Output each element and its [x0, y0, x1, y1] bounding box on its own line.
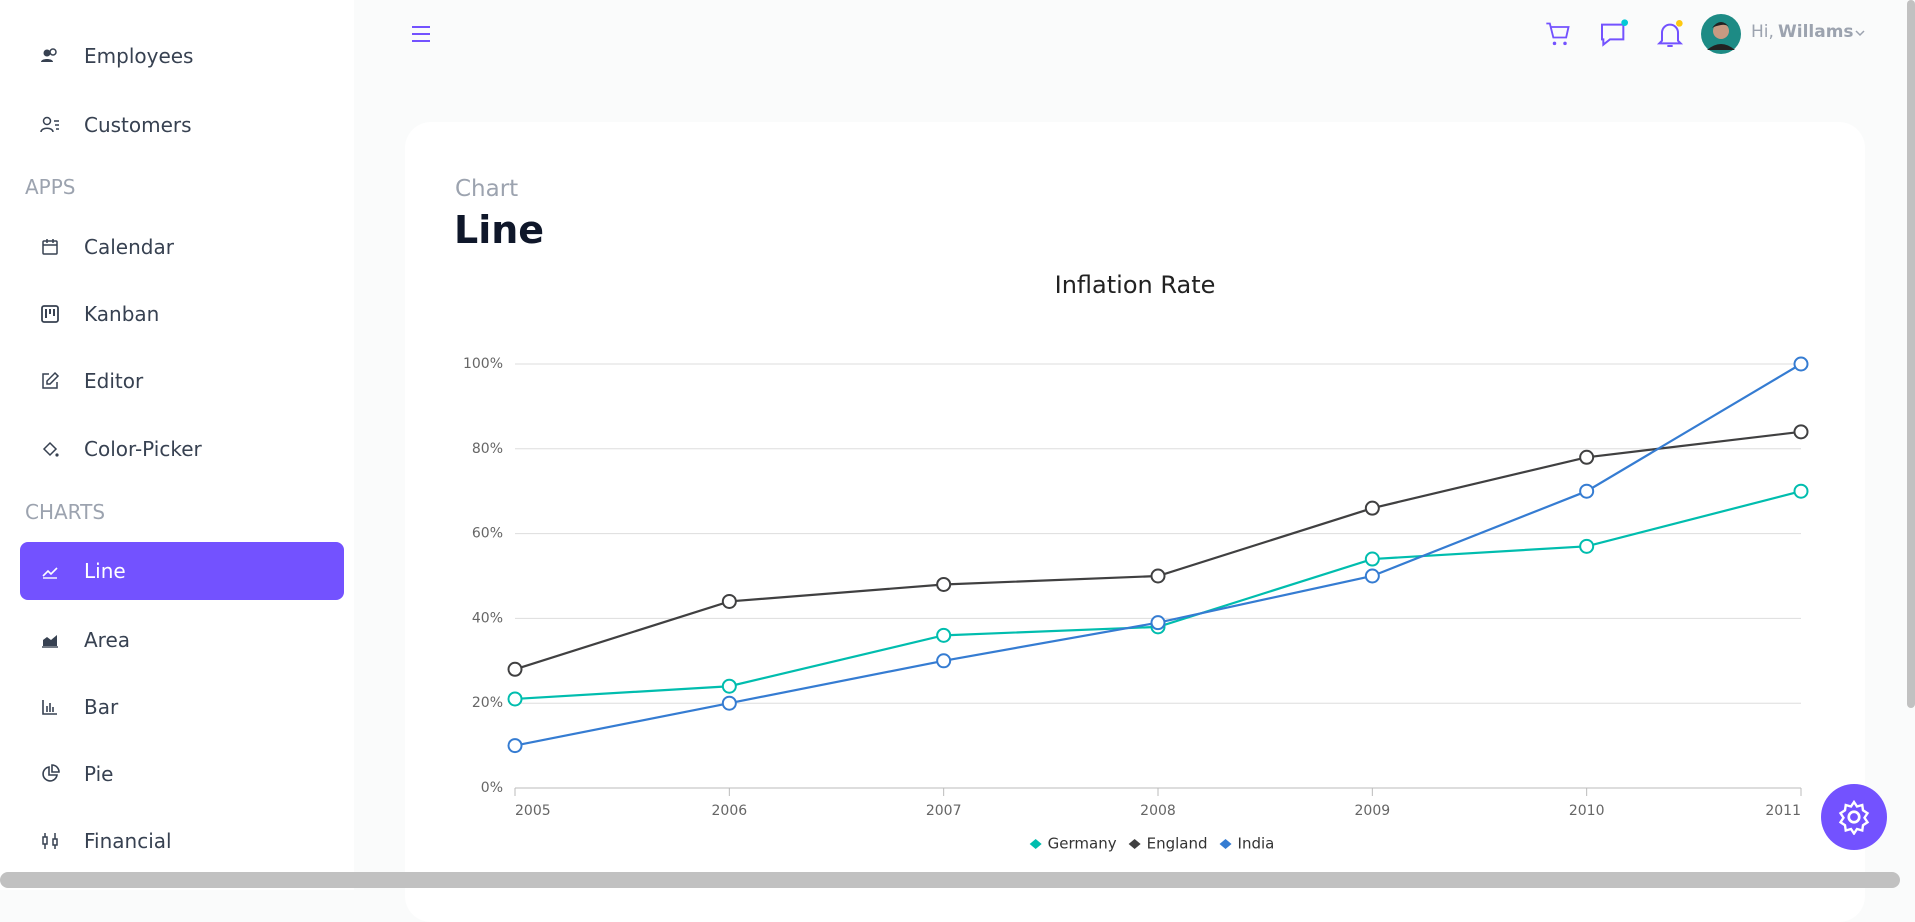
nav-item[interactable]: Kanban	[20, 285, 344, 343]
nav-item[interactable]: Customers	[20, 96, 344, 154]
nav-label: Customers	[84, 113, 192, 137]
greeting: Hi,	[1751, 22, 1774, 42]
section-title: CHARTS	[25, 500, 106, 524]
nav-label: Editor	[84, 369, 144, 393]
nav-label: Employees	[84, 44, 194, 68]
cart-button[interactable]	[1544, 20, 1572, 48]
nav-item[interactable]: Calendar	[20, 218, 344, 276]
icon	[40, 116, 59, 133]
nav-label: Area	[84, 628, 131, 652]
page-category: Chart	[455, 176, 519, 202]
nav-item[interactable]: Editor	[20, 352, 344, 410]
icon	[42, 700, 57, 715]
main: Hi, Willams Chart Line	[354, 0, 1905, 922]
nav-label: Pie	[84, 762, 114, 786]
nav-item-active[interactable]: Line	[20, 542, 344, 600]
user-name[interactable]: Willams	[1778, 22, 1854, 42]
nav-item[interactable]: Bar	[20, 678, 344, 736]
nav-label: Line	[84, 559, 126, 583]
nav-label: Bar	[84, 695, 119, 719]
icon	[42, 833, 58, 849]
settings-button[interactable]	[1821, 784, 1887, 850]
icon	[42, 239, 58, 255]
nav-label: Color-Picker	[84, 437, 202, 461]
sidebar: Employees Customers APPS Calendar Kanban…	[0, 0, 354, 890]
icon	[42, 567, 58, 579]
nav-item[interactable]: Area	[20, 611, 344, 669]
icon	[42, 371, 60, 389]
nav-label: Calendar	[84, 235, 174, 259]
avatar[interactable]	[1701, 14, 1741, 54]
nav-label: Kanban	[84, 302, 160, 326]
section-title: APPS	[25, 175, 76, 199]
chat-button[interactable]	[1598, 18, 1630, 50]
nav-item[interactable]: Color-Picker	[20, 420, 344, 478]
menu-button[interactable]	[409, 22, 433, 46]
nav-item[interactable]: Employees	[20, 27, 344, 85]
nav-item[interactable]: Financial	[20, 812, 344, 870]
icon	[41, 48, 57, 62]
icon	[41, 305, 59, 323]
horizontal-scrollbar[interactable]	[0, 872, 1900, 888]
page-title: Line	[454, 208, 545, 252]
nav-label: Financial	[84, 829, 172, 853]
dropdown-caret[interactable]	[1854, 28, 1866, 38]
vertical-scrollbar[interactable]	[1907, 0, 1915, 708]
card: Chart Line	[405, 122, 1865, 922]
notification-button[interactable]	[1654, 18, 1686, 50]
icon	[42, 441, 59, 457]
icon	[42, 764, 60, 782]
icon	[42, 635, 58, 648]
nav-item[interactable]: Pie	[20, 745, 344, 803]
icon	[1838, 799, 1870, 835]
